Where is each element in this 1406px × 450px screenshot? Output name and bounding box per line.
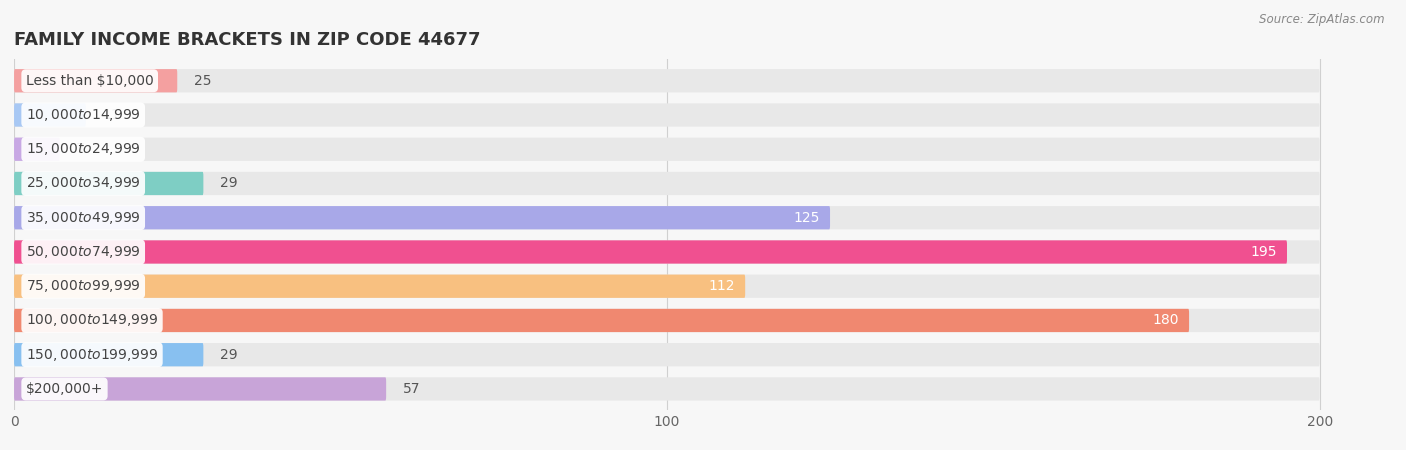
Text: 180: 180 [1153,314,1180,328]
FancyBboxPatch shape [14,172,204,195]
Text: $75,000 to $99,999: $75,000 to $99,999 [25,278,141,294]
Text: $10,000 to $14,999: $10,000 to $14,999 [25,107,141,123]
Text: 25: 25 [194,74,211,88]
FancyBboxPatch shape [14,343,1320,366]
FancyBboxPatch shape [14,274,745,298]
Text: Source: ZipAtlas.com: Source: ZipAtlas.com [1260,14,1385,27]
Text: Less than $10,000: Less than $10,000 [25,74,153,88]
FancyBboxPatch shape [14,138,60,161]
Text: $100,000 to $149,999: $100,000 to $149,999 [25,312,159,328]
Text: $25,000 to $34,999: $25,000 to $34,999 [25,176,141,192]
Text: $200,000+: $200,000+ [25,382,103,396]
Text: $150,000 to $199,999: $150,000 to $199,999 [25,346,159,363]
FancyBboxPatch shape [14,138,1320,161]
FancyBboxPatch shape [14,206,830,230]
FancyBboxPatch shape [14,240,1286,264]
Text: 125: 125 [794,211,820,225]
Text: 195: 195 [1251,245,1277,259]
Text: 29: 29 [219,176,238,190]
Text: 7: 7 [76,142,84,156]
Text: 29: 29 [219,348,238,362]
Text: $35,000 to $49,999: $35,000 to $49,999 [25,210,141,226]
FancyBboxPatch shape [14,377,1320,400]
FancyBboxPatch shape [14,69,177,92]
FancyBboxPatch shape [14,104,86,126]
FancyBboxPatch shape [14,240,1320,264]
FancyBboxPatch shape [14,309,1320,332]
FancyBboxPatch shape [14,172,1320,195]
FancyBboxPatch shape [14,69,1320,92]
FancyBboxPatch shape [14,343,204,366]
FancyBboxPatch shape [14,206,1320,230]
Text: FAMILY INCOME BRACKETS IN ZIP CODE 44677: FAMILY INCOME BRACKETS IN ZIP CODE 44677 [14,31,481,49]
Text: $15,000 to $24,999: $15,000 to $24,999 [25,141,141,157]
Text: 112: 112 [709,279,735,293]
FancyBboxPatch shape [14,309,1189,332]
FancyBboxPatch shape [14,377,387,400]
Text: $50,000 to $74,999: $50,000 to $74,999 [25,244,141,260]
FancyBboxPatch shape [14,274,1320,298]
Text: 57: 57 [402,382,420,396]
FancyBboxPatch shape [14,104,1320,126]
Text: 11: 11 [103,108,120,122]
